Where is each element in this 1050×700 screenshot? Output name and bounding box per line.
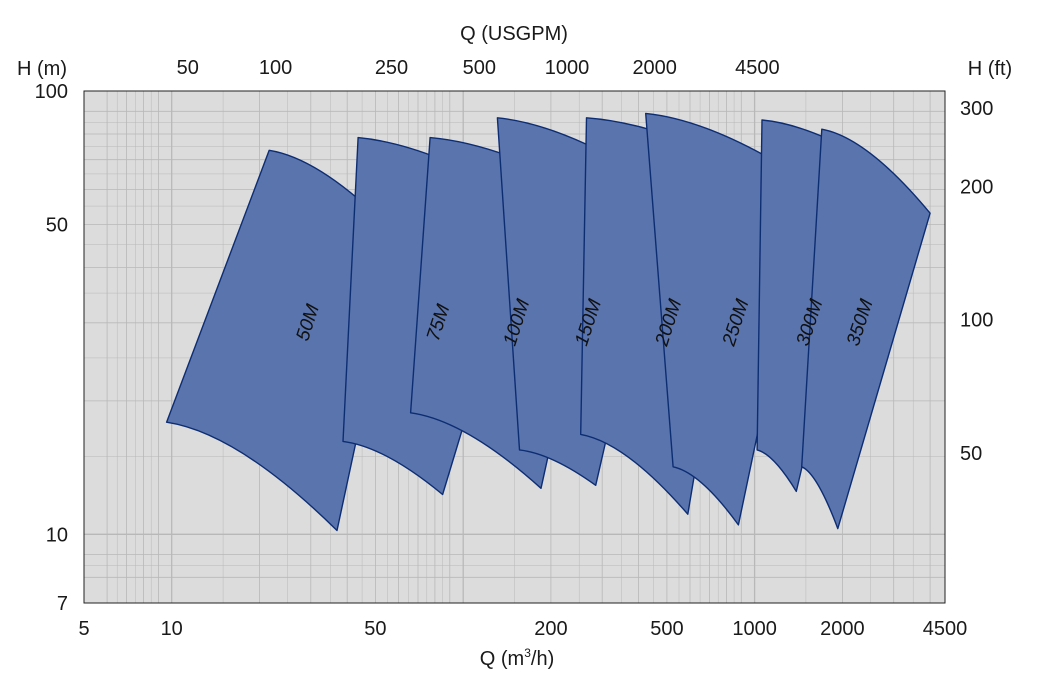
axis-tick-labels: 5 10 50 200 500 1000 2000 4500 50 100 250 500 1000 20… [35,57,994,640]
x-tick-label: 500 [650,618,683,640]
x-tick-label: 10 [161,618,183,640]
x2-tick-label: 4500 [735,57,780,79]
y2-tick-label: 300 [960,98,993,120]
y-tick-label: 50 [46,215,68,237]
x-tick-label: 4500 [923,618,968,640]
x2-tick-label: 250 [375,57,408,79]
x-tick-label: 200 [534,618,567,640]
x-tick-label: 1000 [732,618,777,640]
x2-tick-label: 1000 [545,57,590,79]
x-tick-label: 5 [78,618,89,640]
x2-tick-label: 100 [259,57,292,79]
x2-axis-title: Q (USGPM) [460,23,568,45]
y2-tick-label: 200 [960,176,993,198]
y-axis-title: H (m) [17,58,67,80]
x-tick-label: 2000 [820,618,865,640]
x-axis-title: Q (m3/h) [480,646,554,670]
pump-series-areas [165,112,931,532]
y2-tick-label: 100 [960,310,993,332]
series-area-50m [165,149,401,532]
x2-tick-label: 50 [177,57,199,79]
y2-axis-title: H (ft) [968,58,1012,80]
y-tick-label: 100 [35,81,68,103]
y-tick-label: 10 [46,524,68,546]
plot-frame [83,90,946,604]
y2-tick-label: 50 [960,443,982,465]
x2-tick-label: 500 [463,57,496,79]
x-tick-label: 50 [364,618,386,640]
x2-tick-label: 2000 [632,57,677,79]
y-tick-label: 7 [57,593,68,615]
series-area-350m [801,128,931,530]
